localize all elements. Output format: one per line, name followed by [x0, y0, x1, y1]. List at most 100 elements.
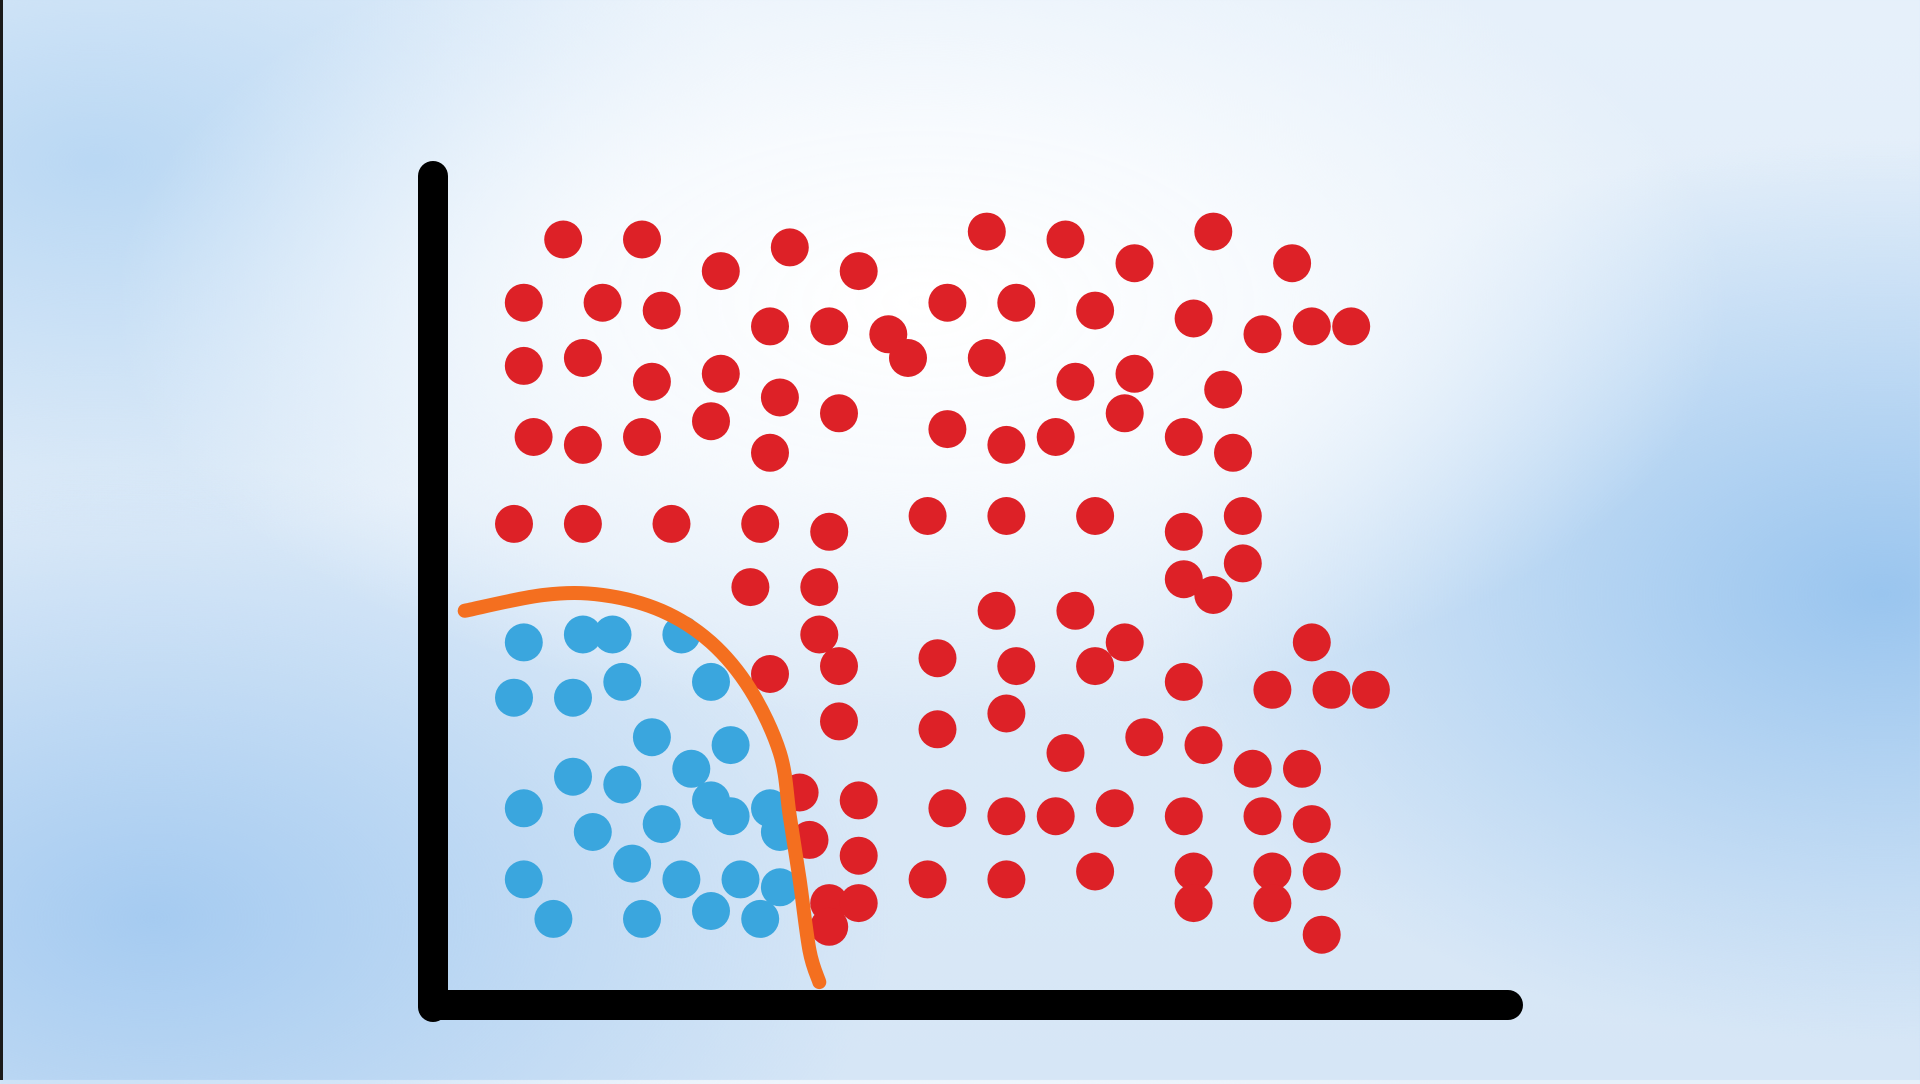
class-a-point: [1302, 915, 1341, 954]
class-a-point: [504, 283, 543, 322]
class-a-point: [918, 639, 957, 678]
class-b-point: [692, 662, 730, 701]
class-a-point: [820, 647, 858, 686]
class-a-point: [997, 647, 1036, 686]
class-b-point: [642, 805, 681, 844]
class-a-point: [928, 283, 967, 322]
class-a-point: [1292, 307, 1331, 346]
class-a-point: [1056, 362, 1095, 401]
class-a-point: [987, 797, 1026, 836]
class-a-point: [1164, 797, 1203, 836]
class-a-point: [820, 702, 858, 741]
class-a-point: [967, 212, 1006, 251]
class-a-point: [1283, 749, 1321, 788]
class-a-point: [583, 283, 622, 322]
class-a-point: [1194, 576, 1233, 614]
class-a-point: [1105, 394, 1144, 433]
window-left-border: [0, 0, 3, 1080]
class-a-point: [1292, 805, 1331, 844]
class-b-point: [623, 899, 661, 938]
class-a-point: [623, 220, 661, 259]
class-a-point: [1332, 307, 1371, 346]
class-a-point: [987, 694, 1026, 733]
class-a-point: [810, 907, 849, 946]
class-a-point: [741, 504, 780, 543]
class-a-point: [1046, 734, 1085, 772]
class-a-point: [1105, 623, 1144, 662]
class-b-point: [741, 899, 780, 938]
class-a-point: [751, 433, 789, 472]
class-a-point: [987, 497, 1026, 535]
class-a-point: [810, 512, 849, 551]
class-a-point: [820, 394, 858, 433]
class-a-point: [1292, 623, 1331, 662]
class-b-point: [534, 899, 573, 938]
class-a-point: [928, 789, 967, 828]
class-a-point: [997, 283, 1036, 322]
class-b-point: [554, 757, 592, 796]
class-a-point: [987, 860, 1026, 899]
class-a-point: [987, 425, 1026, 464]
class-a-point: [1223, 497, 1262, 535]
class-a-point: [623, 418, 661, 456]
class-a-point: [1115, 244, 1154, 283]
class-a-point: [1056, 591, 1095, 630]
class-a-point: [1036, 418, 1075, 456]
class-b-point: [613, 844, 652, 883]
class-a-point: [1115, 354, 1154, 393]
class-b-point: [760, 868, 799, 907]
class-a-point: [1243, 315, 1282, 354]
class-a-point: [652, 504, 691, 543]
decision-boundary-curve: [457, 586, 827, 990]
class-a-point: [770, 228, 809, 267]
class-a-point: [563, 425, 602, 464]
class-a-point: [1253, 852, 1292, 891]
class-a-point: [563, 339, 602, 377]
class-a-point: [908, 497, 947, 535]
class-a-point: [751, 307, 789, 346]
class-b-point: [711, 797, 750, 836]
class-a-point: [731, 568, 770, 607]
class-b-point: [662, 860, 701, 899]
class-a-point: [544, 220, 583, 259]
class-a-point: [1095, 789, 1134, 828]
class-a-point: [1223, 544, 1262, 583]
class-a-point: [839, 884, 878, 923]
class-a-point: [692, 402, 730, 441]
class-a-point: [760, 378, 799, 417]
class-a-point: [642, 291, 681, 330]
class-a-point: [1184, 726, 1223, 765]
class-a-point: [810, 307, 849, 346]
class-a-point: [800, 615, 839, 654]
class-a-point: [751, 655, 789, 693]
class-a-point: [1046, 220, 1085, 259]
class-a-point: [1351, 670, 1390, 709]
class-b-point: [554, 678, 592, 717]
class-a-point: [1174, 299, 1213, 338]
class-a-point: [1076, 647, 1115, 686]
class-b-point: [504, 623, 543, 662]
class-a-point: [1214, 433, 1252, 472]
class-a-point: [918, 710, 957, 749]
class-a-point: [1164, 512, 1203, 551]
class-b-point: [672, 749, 711, 788]
class-b-points: [495, 615, 799, 938]
class-b-point: [721, 860, 760, 899]
class-a-point: [1076, 852, 1115, 891]
class-a-point: [1194, 212, 1233, 251]
class-a-point: [1312, 670, 1351, 709]
class-b-point: [692, 892, 730, 930]
class-a-point: [839, 781, 878, 820]
class-b-point: [495, 678, 533, 717]
class-a-point: [1302, 852, 1341, 891]
class-b-point: [573, 813, 612, 851]
class-a-points: [495, 212, 1390, 954]
class-a-point: [563, 504, 602, 543]
class-a-point: [889, 339, 927, 377]
class-a-point: [1253, 670, 1292, 709]
class-a-point: [1253, 884, 1292, 923]
class-a-point: [1125, 718, 1164, 757]
class-a-point: [701, 252, 740, 291]
